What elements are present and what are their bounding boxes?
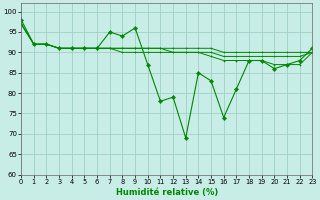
- X-axis label: Humidité relative (%): Humidité relative (%): [116, 188, 218, 197]
